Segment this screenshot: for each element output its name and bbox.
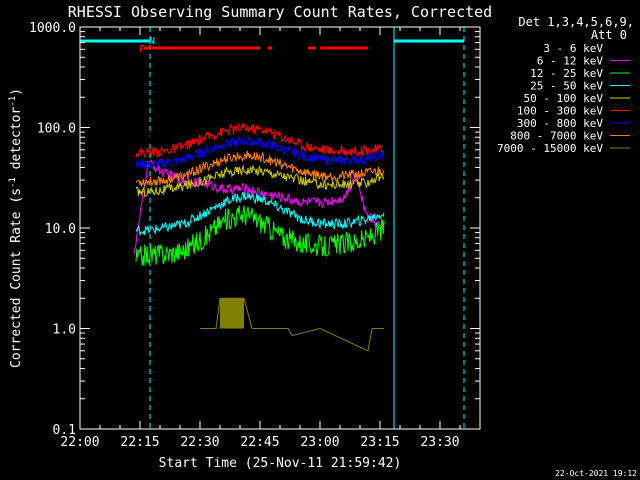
legend-label-1: 6 - 12 keV: [537, 55, 604, 68]
detector-info-line2: Att 0: [591, 28, 627, 42]
x-axis-label: Start Time (25-Nov-11 21:59:42): [159, 456, 402, 471]
y-tick-label-3: 100.0: [37, 122, 76, 137]
series-line-5: [135, 122, 385, 159]
legend-label-3: 25 - 50 keV: [530, 80, 603, 93]
series-burst-block: [220, 298, 244, 329]
legend-label-0: 3 - 6 keV: [543, 42, 603, 55]
x-tick-label-5: 23:15: [360, 435, 399, 450]
y-axis-label-part2: detector: [9, 107, 24, 178]
x-tick-label-3: 22:45: [240, 435, 279, 450]
x-tick-label-1: 22:15: [120, 435, 159, 450]
y-axis-label-part1: Corrected Count Rate (s: [9, 188, 24, 368]
y-axis-label: Corrected Count Rate (s-1 detector-1): [8, 88, 24, 368]
legend-label-8: 7000 - 15000 keV: [497, 142, 603, 155]
timestamp: 22-Oct-2021 19:12: [555, 469, 637, 478]
legend-label-5: 100 - 300 keV: [517, 105, 603, 118]
legend-label-4: 50 - 100 keV: [524, 92, 604, 105]
flag-label-F: F: [139, 44, 145, 55]
series-line-7: [136, 150, 385, 188]
x-tick-label-0: 22:00: [60, 435, 99, 450]
legend-label-6: 300 - 800 keV: [517, 117, 603, 130]
series-line-0: [133, 132, 385, 225]
series-line-6: [135, 135, 385, 169]
series-line-8: [200, 297, 384, 352]
series-line-3: [135, 190, 385, 236]
flag-bars: FN: [139, 36, 368, 55]
y-axis-label-exp1: -1: [8, 177, 18, 188]
legend-label-7: 800 - 7000 keV: [510, 130, 603, 143]
chart-texts: RHESSI Observing Summary Count Rates, Co…: [8, 3, 637, 478]
y-axis-label-part3: ): [9, 88, 24, 96]
legend-label-2: 12 - 25 keV: [530, 67, 603, 80]
chart-title: RHESSI Observing Summary Count Rates, Co…: [68, 3, 492, 21]
y-tick-label-0: 0.1: [53, 423, 76, 438]
detector-info-line1: Det 1,3,4,5,6,9,: [518, 15, 634, 29]
series-line-2: [135, 205, 385, 267]
y-tick-label-1: 1.0: [53, 323, 76, 338]
series-lines: [133, 122, 385, 352]
series-line-4: [135, 164, 385, 198]
y-tick-label-4: 1000.0: [29, 21, 76, 36]
flag-label-N: N: [149, 36, 155, 47]
axes: 22:00 22:15 22:30 22:45 23:00 23:15 23:30 0.1 1.…: [29, 21, 481, 450]
y-tick-label-2: 10.0: [45, 222, 76, 237]
y-axis-label-exp2: -1: [8, 96, 18, 107]
x-tick-label-2: 22:30: [180, 435, 219, 450]
x-tick-label-6: 23:30: [420, 435, 459, 450]
x-tick-label-4: 23:00: [300, 435, 339, 450]
